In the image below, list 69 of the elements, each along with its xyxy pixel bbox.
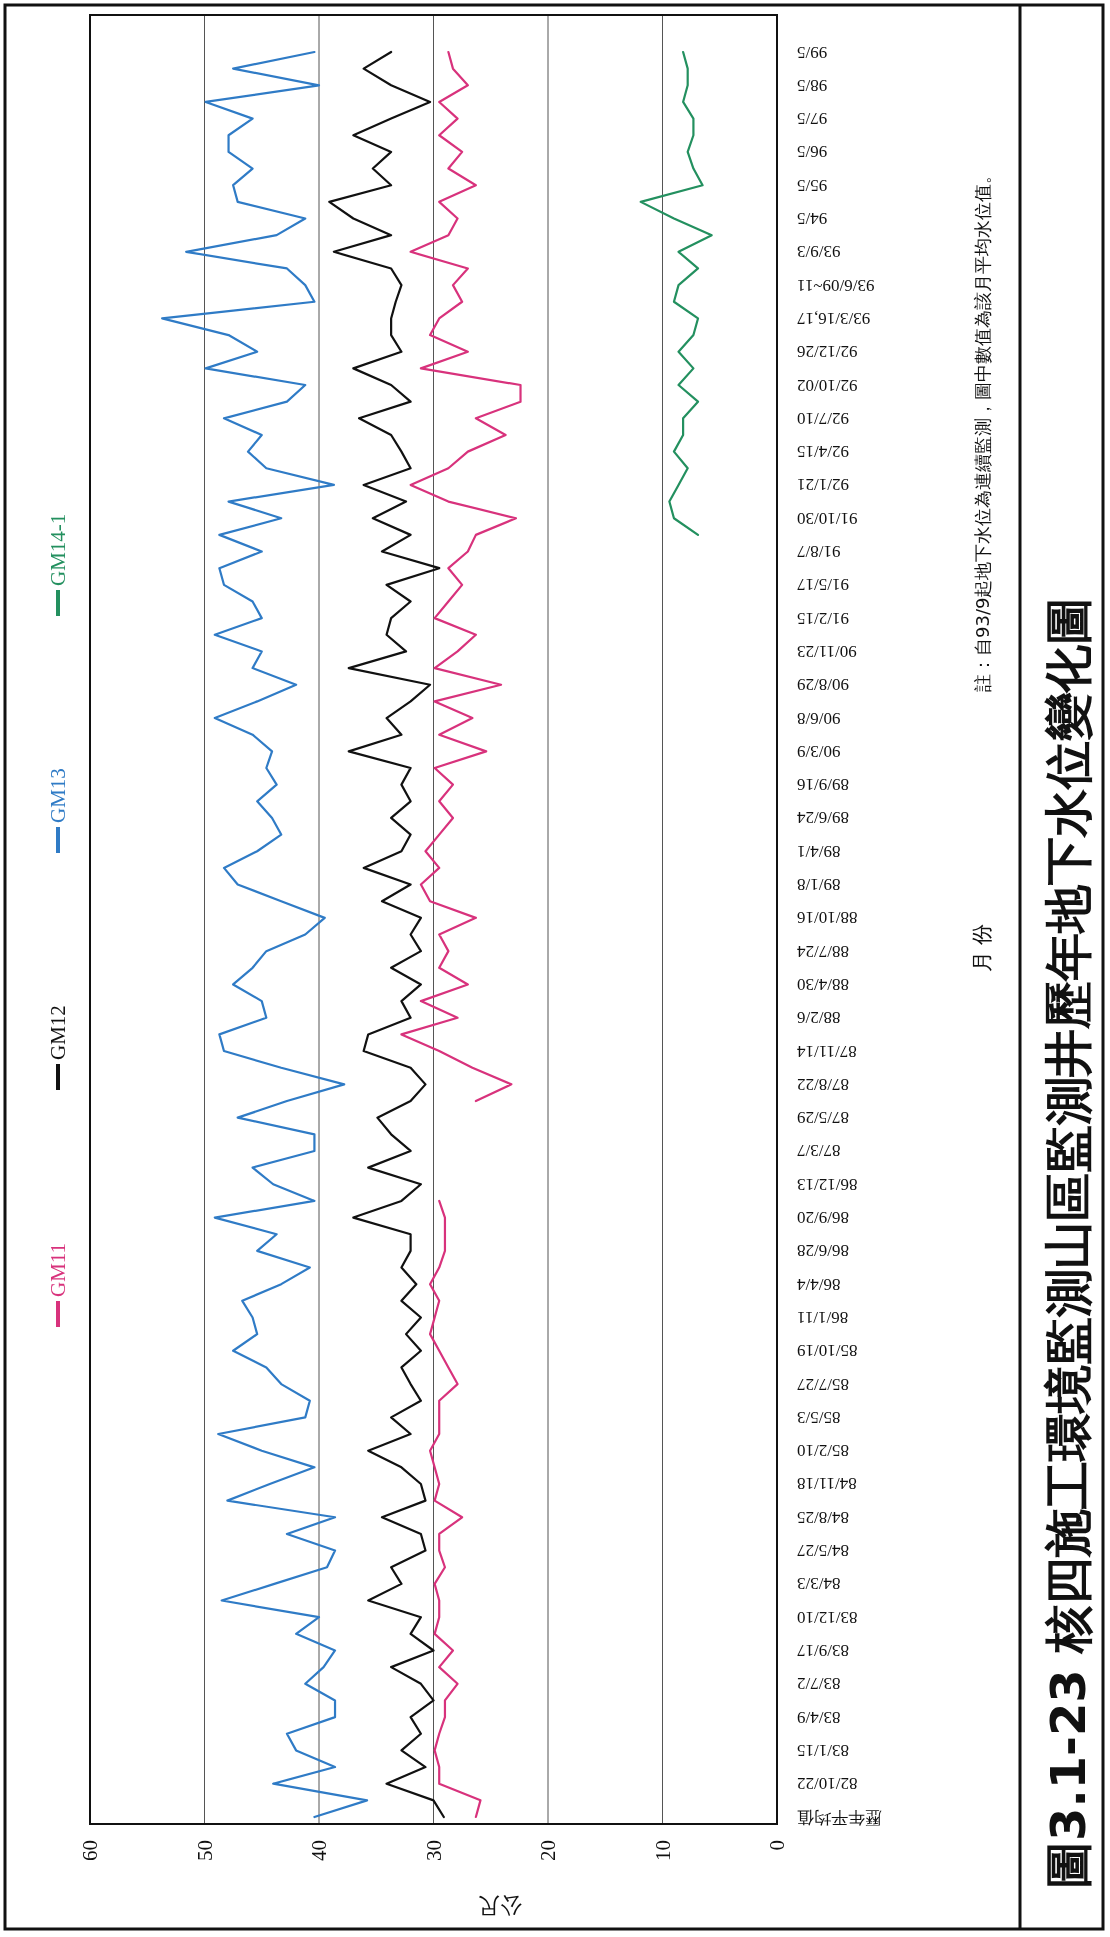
y-tick-label: 88/2/6: [797, 1008, 841, 1028]
y-tick-label: 86/1/11: [797, 1307, 849, 1327]
y-tick-label: 84/8/25: [797, 1507, 849, 1527]
y-tick-label: 84/5/27: [796, 1541, 849, 1561]
y-tick-label: 96/5: [797, 142, 828, 162]
y-tick-label: 84/11/18: [797, 1474, 857, 1494]
x-tick-label: 40: [307, 1840, 331, 1861]
y-tick-label: 92/1/21: [797, 475, 849, 495]
x-tick-label: 20: [536, 1840, 560, 1861]
x-axis-title: 公尺: [478, 1892, 522, 1918]
y-tick-label: 98/5: [797, 75, 828, 95]
y-tick-label: 93/6/09~11: [797, 275, 875, 295]
y-tick-label: 88/4/30: [797, 974, 849, 994]
x-tick-label: 10: [650, 1840, 675, 1861]
y-tick-label: 88/7/24: [796, 941, 849, 961]
text: 圖3.1-23 核四施工環境監測山區監測井歷年地下水位變化圖: [1040, 596, 1096, 1889]
y-tick-label: 89/9/16: [797, 775, 849, 795]
text: GM12: [46, 1005, 70, 1060]
y-tick-label: 86/9/20: [797, 1208, 849, 1228]
y-tick-label: 90/8/29: [797, 675, 849, 695]
y-tick-label: 92/7/10: [797, 408, 849, 428]
y-tick-label: 87/3/7: [796, 1141, 841, 1161]
y-tick-label: 91/8/7: [796, 542, 841, 562]
y-tick-label: 86/6/28: [797, 1241, 849, 1261]
y-tick-label: 85/5/3: [797, 1407, 841, 1427]
y-tick-label: 88/10/16: [797, 908, 858, 928]
y-tick-label: 90/6/8: [797, 708, 841, 728]
y-tick-label: 91/10/30: [797, 508, 858, 528]
x-tick-label: 60: [78, 1840, 102, 1861]
y-tick-label: 83/12/10: [797, 1607, 858, 1627]
y-tick-label: 85/10/19: [797, 1341, 858, 1361]
y-tick-label: 90/3/9: [797, 741, 841, 761]
y-tick-label: 82/10/22: [797, 1774, 858, 1794]
y-tick-label: 86/4/4: [796, 1274, 841, 1294]
y-tick-label: 92/10/02: [797, 375, 858, 395]
text: GM14-1: [46, 513, 70, 586]
text: GM13: [46, 768, 70, 823]
y-tick-label: 83/4/9: [797, 1707, 841, 1727]
y-tick-label: 91/2/15: [797, 608, 849, 628]
text: GM11: [46, 1242, 70, 1297]
x-tick-label: 30: [421, 1840, 446, 1861]
y-axis-title: 月 份: [970, 923, 994, 973]
y-tick-label: 87/8/22: [797, 1074, 849, 1094]
y-tick-label: 99/5: [797, 42, 828, 62]
y-tick-label: 93/9/3: [797, 242, 841, 262]
y-tick-label: 85/2/10: [797, 1441, 849, 1461]
y-tick-label: 83/7/2: [797, 1674, 841, 1694]
y-tick-label: 94/5: [797, 209, 828, 229]
y-tick-label: 92/12/26: [797, 342, 858, 362]
y-tick-label: 84/3/3: [797, 1574, 841, 1594]
y-tick-label: 90/11/23: [797, 641, 857, 661]
y-tick-label: 86/12/13: [797, 1174, 858, 1194]
y-tick-label: 91/5/17: [796, 575, 849, 595]
y-tick-label: 83/1/15: [797, 1740, 849, 1760]
text: 註：自93/9起地下水位為連續監測，圖中數值為該月平均水位值。: [971, 165, 993, 692]
y-tick-label: 92/4/15: [797, 442, 849, 462]
y-tick-label: 95/5: [797, 175, 828, 195]
y-tick-label: 歷年平均值: [797, 1807, 882, 1827]
y-tick-label: 93/3/16,17: [796, 308, 871, 328]
y-tick-label: 85/7/27: [796, 1374, 849, 1394]
y-tick-label: 87/5/29: [797, 1108, 849, 1128]
y-tick-label: 83/9/17: [796, 1640, 849, 1660]
y-tick-label: 89/6/24: [796, 808, 849, 828]
x-tick-label: 0: [765, 1840, 789, 1851]
y-tick-label: 97/5: [797, 109, 828, 129]
y-tick-label: 87/11/14: [796, 1041, 857, 1061]
y-tick-label: 89/4/1: [797, 841, 841, 861]
x-tick-label: 50: [192, 1840, 217, 1861]
y-tick-label: 89/1/8: [797, 875, 841, 895]
